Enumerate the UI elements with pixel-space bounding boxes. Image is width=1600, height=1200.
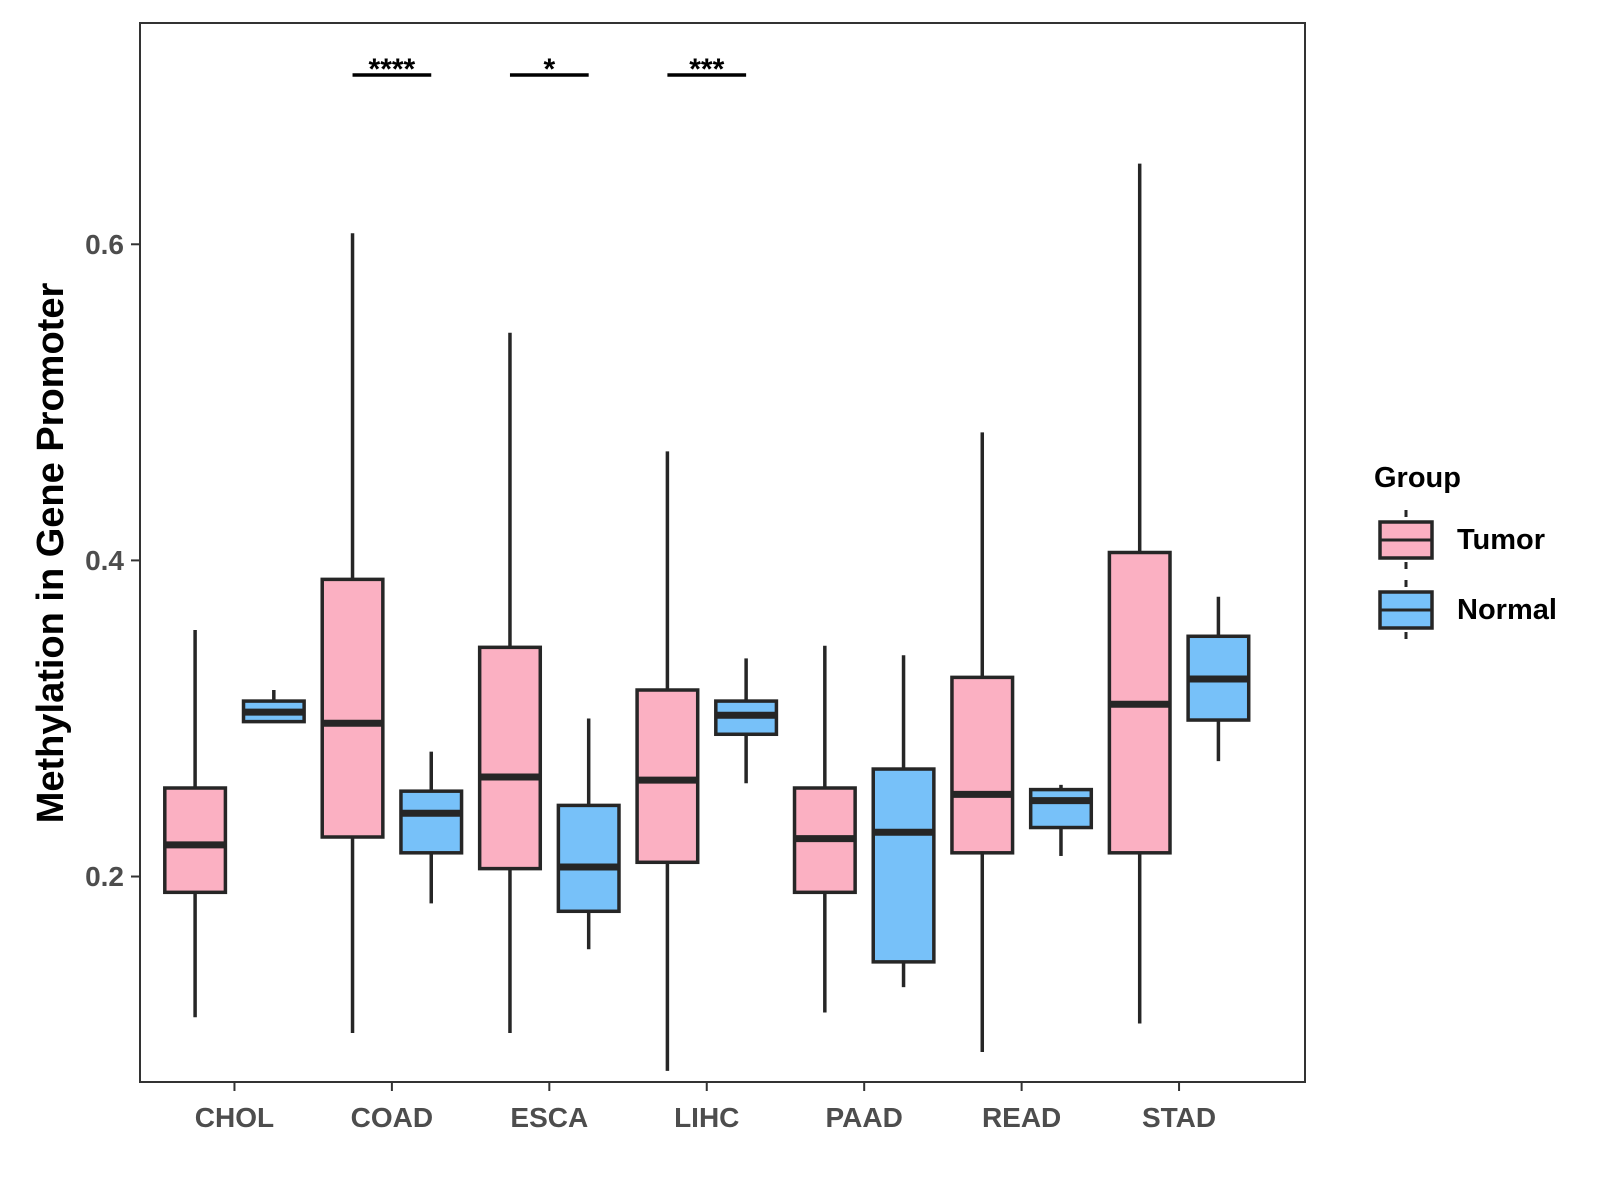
- box-normal-stad: [1186, 596, 1251, 762]
- x-axis: CHOL COAD ESCA LIHC PAAD READ STAD: [195, 1082, 1216, 1133]
- box-tumor-read: [950, 432, 1015, 1052]
- significance-label: ****: [369, 53, 416, 86]
- legend-title: Group: [1374, 462, 1461, 494]
- x-tick-label-read: READ: [982, 1102, 1061, 1133]
- box-normal-paad: [871, 655, 936, 988]
- box-tumor-lihc: [635, 451, 700, 1071]
- box-normal-lihc: [714, 658, 779, 784]
- y-tick-label: 0.2: [85, 861, 124, 892]
- box-iqr: [950, 675, 1015, 855]
- significance-coad: ****: [352, 53, 432, 86]
- significance-label: ***: [689, 53, 724, 86]
- legend-label: Normal: [1457, 594, 1557, 626]
- y-tick-label: 0.6: [85, 229, 124, 260]
- box-tumor-esca: [477, 332, 543, 1034]
- legend-label: Tumor: [1457, 524, 1545, 556]
- box-normal-chol: [241, 690, 306, 724]
- x-tick-label-paad: PAAD: [826, 1102, 903, 1133]
- y-axis: 0.2 0.4 0.6: [85, 229, 140, 892]
- significance-lihc: ***: [667, 53, 747, 86]
- legend: Group Tumor Normal: [1374, 462, 1557, 640]
- box-iqr: [399, 789, 464, 855]
- box-normal-esca: [556, 718, 621, 950]
- x-tick-label-lihc: LIHC: [674, 1102, 739, 1133]
- x-tick-label-esca: ESCA: [510, 1102, 588, 1133]
- box-iqr: [320, 577, 385, 839]
- x-tick-label-stad: STAD: [1142, 1102, 1216, 1133]
- legend-entry-tumor: Tumor: [1378, 510, 1545, 570]
- significance-layer: **** * ***: [352, 53, 747, 86]
- box-iqr: [635, 688, 700, 865]
- box-tumor-coad: [320, 233, 385, 1034]
- boxes-layer: [163, 163, 1251, 1071]
- legend-entry-normal: Normal: [1378, 580, 1557, 640]
- box-tumor-chol: [163, 629, 228, 1018]
- y-tick-label: 0.4: [85, 545, 124, 576]
- significance-label: *: [543, 53, 555, 86]
- x-tick-label-coad: COAD: [351, 1102, 433, 1133]
- box-iqr: [1028, 787, 1094, 830]
- x-tick-label-chol: CHOL: [195, 1102, 274, 1133]
- box-iqr: [163, 786, 228, 895]
- box-normal-coad: [399, 751, 464, 904]
- plot-panel-border: [139, 22, 1306, 1083]
- box-tumor-stad: [1107, 163, 1172, 1024]
- box-iqr: [556, 803, 621, 914]
- box-iqr: [477, 645, 543, 871]
- box-iqr: [871, 767, 936, 964]
- box-normal-read: [1028, 784, 1094, 856]
- significance-esca: *: [509, 53, 589, 86]
- box-tumor-paad: [792, 645, 857, 1013]
- y-axis-title: Methylation in Gene Promoter: [30, 283, 72, 824]
